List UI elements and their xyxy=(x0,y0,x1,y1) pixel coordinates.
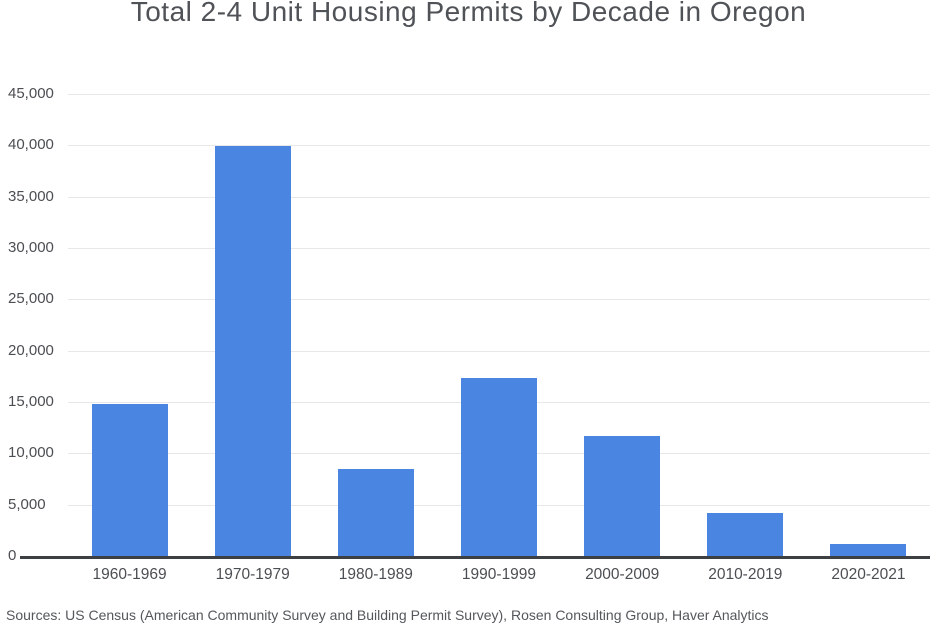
bar-2010-2019 xyxy=(707,512,784,557)
plot-area xyxy=(68,94,930,557)
y-tick-label: 10,000 xyxy=(8,444,54,462)
y-tick-label: 40,000 xyxy=(8,136,54,154)
bar-1960-1969 xyxy=(91,404,168,557)
y-tick-label: 20,000 xyxy=(8,341,54,359)
gridline xyxy=(68,350,930,352)
bar-2000-2009 xyxy=(584,435,661,557)
gridline xyxy=(68,299,930,301)
y-tick-label: 0 xyxy=(8,547,17,564)
y-tick-label: 25,000 xyxy=(8,290,54,308)
source-note: Sources: US Census (American Community S… xyxy=(6,607,769,623)
bar-1980-1989 xyxy=(337,468,414,557)
x-tick-label: 1990-1999 xyxy=(461,566,537,583)
gridline xyxy=(68,248,930,249)
chart-title: Total 2-4 Unit Housing Permits by Decade… xyxy=(130,0,807,27)
y-tick-label: 35,000 xyxy=(8,187,54,205)
x-axis-line xyxy=(20,556,930,559)
y-tick-label: 5,000 xyxy=(8,495,46,513)
x-tick-label: 2010-2019 xyxy=(708,566,783,583)
bar-1970-1979 xyxy=(214,146,291,557)
bar-1990-1999 xyxy=(461,378,537,557)
x-tick-label: 1980-1989 xyxy=(338,566,413,583)
y-tick-label: 45,000 xyxy=(8,85,54,102)
bar-2020-2021 xyxy=(830,543,907,557)
y-tick-label: 30,000 xyxy=(8,239,54,256)
x-tick-label: 1970-1979 xyxy=(215,566,290,583)
y-tick-label: 15,000 xyxy=(8,393,54,410)
x-tick-label: 1960-1969 xyxy=(92,566,167,583)
gridline xyxy=(68,94,930,95)
gridline xyxy=(68,196,930,198)
x-tick-label: 2020-2021 xyxy=(831,566,906,583)
gridline xyxy=(68,145,930,147)
x-tick-label: 2000-2009 xyxy=(585,566,660,583)
